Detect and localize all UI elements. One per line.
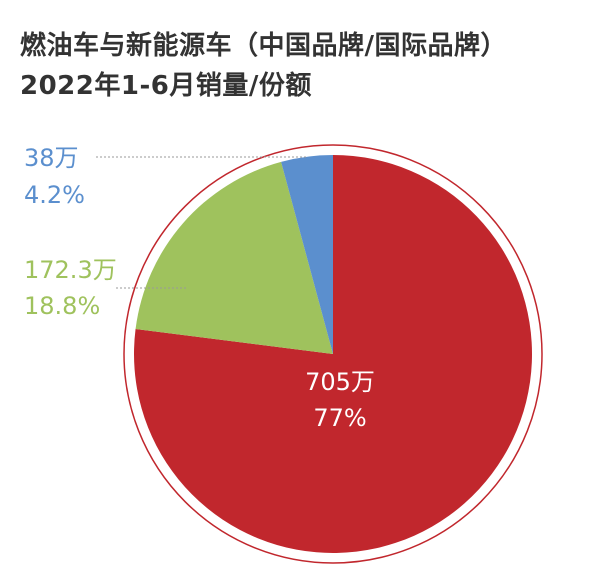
slice-3-share-label: 4.2% <box>24 181 85 209</box>
slice-3-value-label: 38万 <box>24 144 79 172</box>
slice-2-share-label: 18.8% <box>24 292 100 320</box>
pie-slice-3 <box>281 155 333 354</box>
slice-1-value-label: 705万 <box>305 368 375 396</box>
chart-title: 燃油车与新能源车（中国品牌/国际品牌） 2022年1-6月销量/份额 <box>20 26 507 106</box>
chart-title-line-1: 燃油车与新能源车（中国品牌/国际品牌） <box>20 31 507 61</box>
slice-1-share-label: 77% <box>313 404 366 432</box>
chart-title-line-2: 2022年1-6月销量/份额 <box>20 71 312 101</box>
pie-slice-1 <box>134 155 533 554</box>
slice-2-value-label: 172.3万 <box>24 256 117 284</box>
pie-outline-ring <box>123 144 543 564</box>
pie-slice-2 <box>135 161 333 354</box>
